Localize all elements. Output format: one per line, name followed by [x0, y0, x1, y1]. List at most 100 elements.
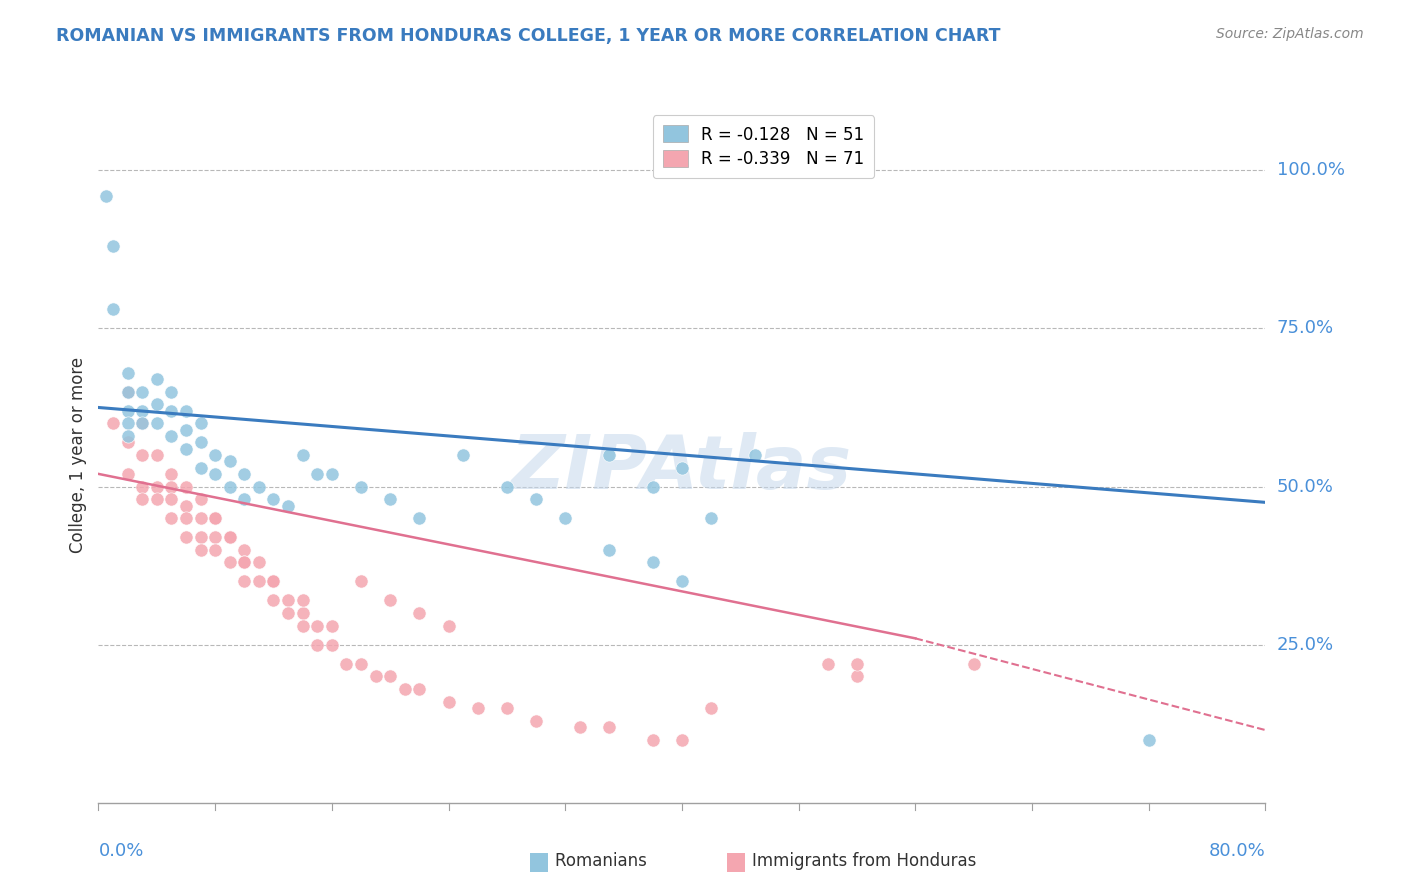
Text: 80.0%: 80.0%: [1209, 842, 1265, 860]
Point: [524, 714, 547, 728]
Point: [307, 467, 329, 481]
Point: [277, 499, 299, 513]
Point: [321, 618, 343, 632]
Point: [94, 188, 117, 202]
Point: [321, 467, 343, 481]
Point: [146, 372, 169, 386]
Point: [598, 720, 620, 734]
Point: [378, 669, 402, 683]
Point: [117, 467, 139, 481]
Point: [247, 479, 270, 493]
Point: [160, 511, 183, 525]
Point: [408, 606, 430, 620]
Point: [117, 435, 139, 450]
Y-axis label: College, 1 year or more: College, 1 year or more: [69, 357, 87, 553]
Text: 100.0%: 100.0%: [1277, 161, 1344, 179]
Legend: R = -0.128   N = 51, R = -0.339   N = 71: R = -0.128 N = 51, R = -0.339 N = 71: [652, 115, 875, 178]
Point: [204, 511, 226, 525]
Point: [131, 479, 153, 493]
Point: [174, 403, 197, 417]
Text: 0.0%: 0.0%: [98, 842, 143, 860]
Point: [437, 618, 460, 632]
Point: [204, 448, 226, 462]
Point: [641, 479, 664, 493]
Point: [174, 499, 197, 513]
Point: [146, 479, 169, 493]
Point: [174, 423, 197, 437]
Point: [291, 606, 314, 620]
Point: [291, 618, 314, 632]
Point: [962, 657, 984, 671]
Point: [131, 492, 153, 507]
Point: [160, 403, 183, 417]
Point: [408, 681, 430, 696]
Point: [744, 448, 766, 462]
Point: [408, 511, 430, 525]
Point: [233, 556, 256, 570]
Text: 75.0%: 75.0%: [1277, 319, 1334, 337]
Point: [671, 460, 693, 475]
Text: 50.0%: 50.0%: [1277, 477, 1333, 496]
Point: [233, 542, 256, 557]
Point: [131, 417, 153, 431]
Text: Source: ZipAtlas.com: Source: ZipAtlas.com: [1216, 27, 1364, 41]
Point: [277, 593, 299, 607]
Point: [190, 417, 212, 431]
Point: [233, 574, 256, 589]
Point: [117, 384, 139, 399]
Point: [291, 448, 314, 462]
Point: [350, 479, 373, 493]
Point: [146, 397, 169, 411]
Point: [233, 492, 256, 507]
Point: [218, 556, 240, 570]
Point: [845, 657, 868, 671]
Point: [495, 701, 517, 715]
Text: Romanians: Romanians: [534, 852, 647, 870]
Point: [146, 492, 169, 507]
Point: [218, 530, 240, 544]
Point: [131, 403, 153, 417]
Point: [204, 530, 226, 544]
Point: [641, 556, 664, 570]
Point: [554, 511, 576, 525]
Point: [146, 448, 169, 462]
Text: ZIPAtlas: ZIPAtlas: [512, 433, 852, 506]
Point: [524, 492, 547, 507]
Point: [598, 542, 620, 557]
Point: [247, 574, 270, 589]
Point: [160, 492, 183, 507]
Text: Immigrants from Honduras: Immigrants from Honduras: [731, 852, 977, 870]
Point: [204, 511, 226, 525]
Point: [671, 574, 693, 589]
Point: [641, 732, 664, 747]
Point: [437, 695, 460, 709]
Point: [364, 669, 387, 683]
Point: [218, 530, 240, 544]
Point: [117, 403, 139, 417]
Point: [117, 429, 139, 443]
Point: [451, 448, 474, 462]
Point: [817, 657, 839, 671]
Point: [101, 417, 124, 431]
Point: [160, 479, 183, 493]
Point: [495, 479, 517, 493]
Point: [117, 366, 139, 380]
Point: [307, 638, 329, 652]
Point: [160, 429, 183, 443]
Point: [204, 467, 226, 481]
Point: [247, 556, 270, 570]
Point: [218, 454, 240, 468]
Point: [174, 511, 197, 525]
Point: [568, 720, 591, 734]
Point: [350, 657, 373, 671]
Point: [262, 593, 284, 607]
Point: [335, 657, 357, 671]
Point: [190, 530, 212, 544]
Point: [174, 530, 197, 544]
Point: [378, 593, 402, 607]
Point: [291, 593, 314, 607]
Point: [190, 435, 212, 450]
Point: [101, 302, 124, 317]
Point: [233, 467, 256, 481]
Point: [378, 492, 402, 507]
